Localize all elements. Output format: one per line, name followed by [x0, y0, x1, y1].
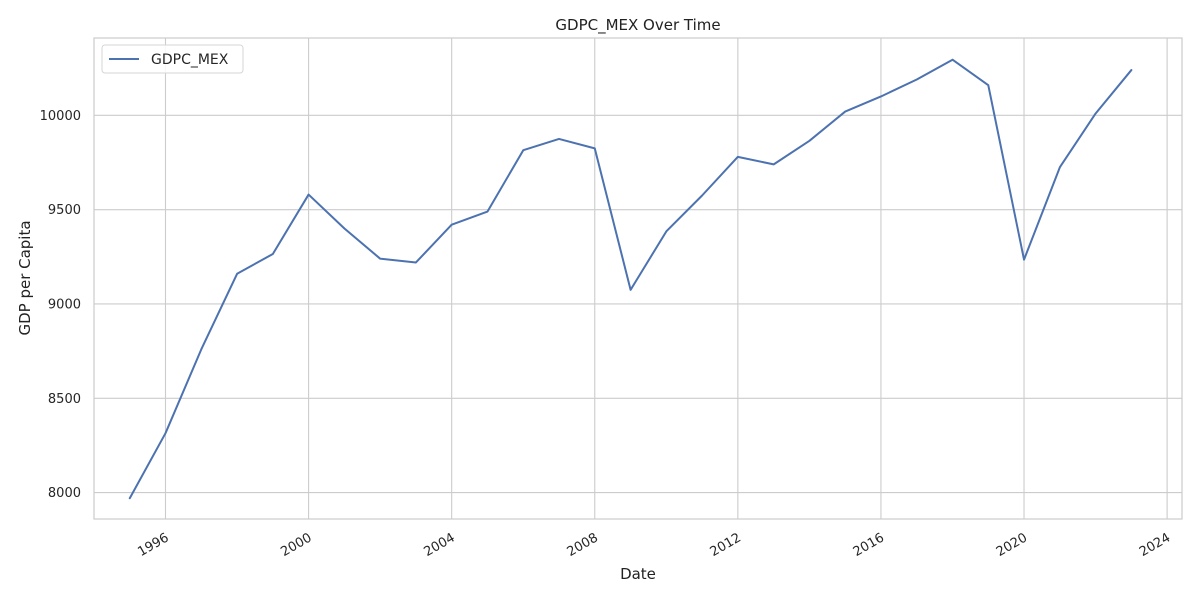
- plot-frame: [93, 37, 1183, 520]
- series-lines: [128, 58, 1133, 500]
- y-tick-label: 8000: [48, 486, 81, 501]
- legend-label-gdpc-mex: GDPC_MEX: [151, 52, 229, 68]
- y-tick-label: 10000: [40, 109, 81, 124]
- y-tick-label: 9000: [48, 297, 81, 312]
- grid: [94, 38, 1182, 519]
- series-line-gdpc-mex: [128, 58, 1133, 500]
- legend-box: [101, 44, 244, 74]
- y-axis-label: GDP per Capita: [16, 220, 34, 335]
- x-axis-label: Date: [620, 565, 656, 583]
- legend: GDPC_MEX: [101, 44, 244, 74]
- chart-title: GDPC_MEX Over Time: [555, 16, 720, 35]
- y-tick-label: 8500: [48, 392, 81, 407]
- y-tick-label: 9500: [48, 203, 81, 218]
